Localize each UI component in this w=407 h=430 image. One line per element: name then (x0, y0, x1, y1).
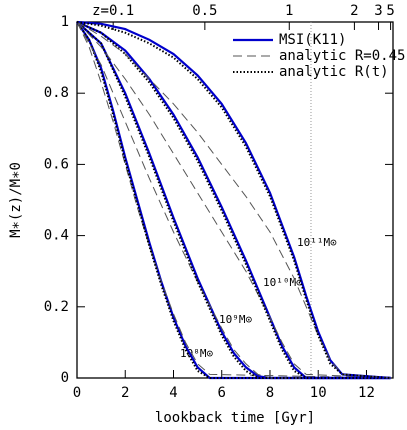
x-tick-label: 10 (310, 385, 327, 401)
mass-label: 10⁸M⊙ (180, 347, 213, 360)
top-tick-label: 1 (285, 3, 293, 19)
series-line (76, 21, 391, 379)
mass-label: 10¹⁰M⊙ (263, 276, 303, 289)
y-tick-label: 0.8 (44, 85, 69, 101)
legend-label: analytic R=0.45 (279, 48, 405, 64)
mass-label: 10⁹M⊙ (219, 313, 252, 326)
top-tick-label: 0.5 (192, 3, 217, 19)
y-tick-label: 0.4 (44, 228, 69, 244)
mass-label: 10¹¹M⊙ (297, 236, 337, 249)
top-tick-label: 2 (350, 3, 358, 19)
x-tick-label: 12 (358, 385, 375, 401)
y-tick-label: 0.6 (44, 156, 69, 172)
y-axis-label: M∗(z)/M∗0 (8, 162, 24, 238)
series-line (76, 21, 391, 379)
series-line (76, 21, 391, 379)
top-tick-label: 3 (374, 3, 382, 19)
y-tick-label: 0 (61, 370, 69, 386)
y-tick-label: 0.2 (44, 299, 69, 315)
legend-label: analytic R(t) (279, 64, 389, 80)
series-line (76, 21, 391, 379)
x-tick-label: 2 (121, 385, 129, 401)
x-tick-label: 4 (169, 385, 177, 401)
x-tick-label: 0 (73, 385, 81, 401)
series-line (76, 21, 391, 380)
x-tick-label: 8 (266, 385, 274, 401)
y-tick-label: 1 (61, 14, 69, 30)
x-axis-label: lookback time [Gyr] (155, 410, 315, 426)
series-line (76, 20, 391, 380)
top-tick-label: 5 (386, 3, 394, 19)
x-tick-label: 6 (218, 385, 226, 401)
top-tick-label: z=0.1 (92, 3, 134, 19)
legend-label: MSI(K11) (279, 32, 346, 48)
series-line (76, 20, 391, 380)
